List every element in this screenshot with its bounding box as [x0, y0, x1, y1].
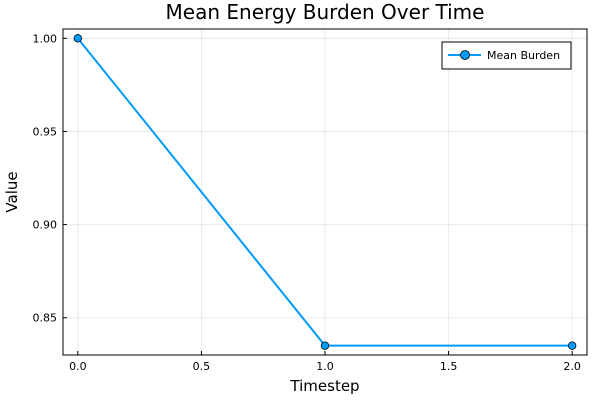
legend-label: Mean Burden — [487, 49, 560, 62]
y-axis-label: Value — [3, 171, 21, 212]
x-tick-label: 0.5 — [193, 360, 211, 373]
x-axis-label: Timestep — [289, 377, 359, 395]
legend: Mean Burden — [441, 41, 572, 70]
chart-title: Mean Energy Burden Over Time — [166, 0, 485, 24]
data-point — [320, 341, 330, 350]
x-tick-label: 1.5 — [440, 360, 458, 373]
y-tick-label: 0.95 — [33, 125, 58, 138]
x-tick-label: 2.0 — [563, 360, 581, 373]
x-tick-label: 1.0 — [316, 360, 334, 373]
y-tick-label: 0.85 — [33, 312, 58, 325]
series-layer — [73, 34, 577, 350]
y-tick-label: 0.90 — [33, 219, 58, 232]
grid — [63, 29, 587, 355]
legend-marker — [460, 50, 470, 60]
data-point — [567, 341, 577, 350]
data-point — [73, 34, 83, 43]
y-tick-label: 1.00 — [33, 32, 58, 45]
axis-ticks: 0.0 0.5 1.0 1.5 2.0 0.85 0.90 0.95 1.00 — [33, 32, 581, 373]
x-tick-label: 0.0 — [69, 360, 87, 373]
